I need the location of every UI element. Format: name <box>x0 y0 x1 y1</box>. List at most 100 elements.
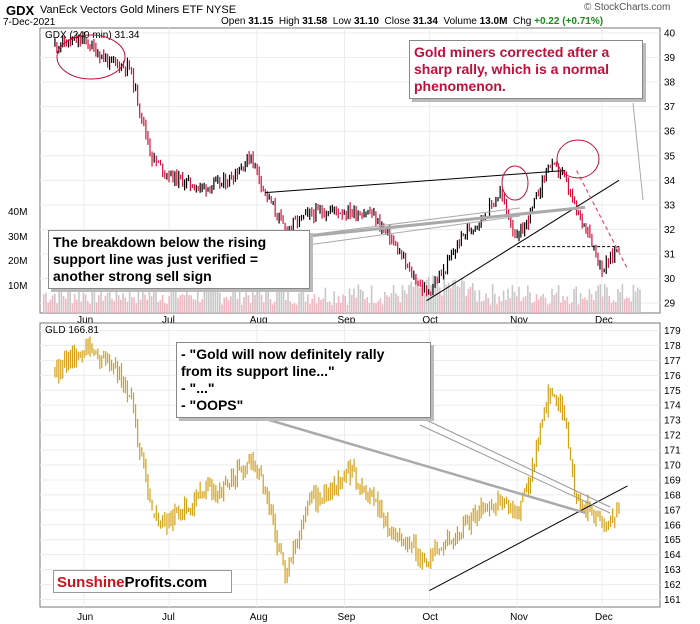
volume-bar <box>280 290 283 313</box>
volume-bar <box>159 300 162 313</box>
volume-bar <box>621 283 624 313</box>
volume-bar <box>309 303 311 313</box>
x-tick-label: Sep <box>337 612 355 623</box>
volume-bar <box>535 294 538 313</box>
volume-bar <box>282 285 285 313</box>
volume-bar <box>82 292 85 313</box>
annotation-line: sharp rally, which is a normal <box>414 61 610 77</box>
volume-bar <box>571 302 573 313</box>
volume-bar <box>368 303 371 313</box>
trend-line-rising-support <box>426 179 620 302</box>
annotation-gold-miners-corrected: Gold miners corrected after a sharp rally… <box>409 40 643 99</box>
volume-bar <box>518 286 520 313</box>
volume-bar <box>210 284 212 313</box>
volume-bar <box>252 283 254 313</box>
volume-bar <box>485 293 487 313</box>
volume-bar <box>377 300 379 313</box>
y-tick-label: 30 <box>664 274 676 285</box>
volume-bar <box>392 285 395 313</box>
x-tick-label: Aug <box>250 315 268 326</box>
volume-bar <box>212 286 214 313</box>
volume-bar <box>489 304 492 313</box>
volume-bar <box>76 299 78 313</box>
volume-bar <box>87 301 89 313</box>
volume-bar <box>555 292 558 313</box>
volume-bar <box>315 303 318 313</box>
y-tick-label: 173 <box>664 416 681 427</box>
y-tick-label: 178 <box>664 341 681 352</box>
volume-bar <box>62 295 65 313</box>
volume-bar <box>538 299 540 313</box>
volume-bar <box>584 297 586 313</box>
ticker-symbol: GDX <box>6 3 35 18</box>
volume-bar <box>434 283 437 313</box>
volume-bar <box>230 296 232 313</box>
callout-pointer <box>632 102 644 201</box>
volume-bar <box>445 284 448 313</box>
y-tick-label: 167 <box>664 505 681 516</box>
volume-bar <box>60 292 63 313</box>
volume-bar <box>144 294 146 313</box>
volume-bar <box>617 289 619 313</box>
volume-bar <box>89 303 91 313</box>
volume-bar <box>232 289 234 313</box>
volume-bar <box>56 303 58 313</box>
volume-bar <box>117 295 120 313</box>
volume-bar <box>80 301 82 313</box>
y-tick-label: 35 <box>664 151 676 162</box>
volume-bar <box>423 281 426 313</box>
volume-bar <box>524 295 527 313</box>
volume-bar <box>566 296 569 313</box>
volume-bar <box>386 295 388 313</box>
annotation-line: - "Gold will now definitely rally <box>181 346 385 362</box>
callout-pointer <box>419 416 611 508</box>
volume-bar <box>454 279 456 313</box>
volume-bar <box>161 295 164 313</box>
panel-title: GLD 166.81 <box>45 325 99 336</box>
volume-bar <box>181 294 184 313</box>
volume-bar <box>599 284 602 313</box>
y-tick-label: 174 <box>664 401 681 412</box>
volume-bar <box>271 304 274 313</box>
volume-bar <box>522 297 525 313</box>
y-tick-label: 32 <box>664 225 676 236</box>
volume-bar <box>450 288 452 313</box>
y-tick-label: 163 <box>664 565 681 576</box>
volume-bar <box>364 299 366 313</box>
volume-bar <box>516 296 518 313</box>
volume-bar <box>102 300 104 313</box>
volume-bar <box>126 301 129 313</box>
trend-line-upper-resistance <box>265 170 566 194</box>
volume-bar <box>120 299 122 313</box>
volume-bar <box>322 298 324 313</box>
volume-bar <box>630 301 632 313</box>
volume-bar <box>557 285 560 313</box>
volume-bar <box>355 297 357 313</box>
volume-bar <box>379 298 382 313</box>
volume-bar <box>612 300 615 313</box>
volume-bar <box>194 299 197 313</box>
open-label: Open <box>221 16 246 27</box>
annotation-gold-oops: - "Gold will now definitely rally from it… <box>176 342 431 418</box>
volume-bar <box>370 285 373 313</box>
volume-bar <box>491 283 494 313</box>
volume-bar <box>595 291 597 313</box>
volume-bar <box>91 284 93 313</box>
volume-label: Volume <box>443 16 477 27</box>
annotation-line: Gold miners corrected after a <box>414 44 610 60</box>
volume-bar <box>390 293 393 313</box>
volume-bar <box>54 293 56 313</box>
y-tick-label: 169 <box>664 475 681 486</box>
x-tick-label: Aug <box>250 612 268 623</box>
volume-bar <box>203 288 206 313</box>
volume-bar <box>142 285 144 313</box>
volume-bar <box>49 299 52 313</box>
chart-date: 7-Dec-2021 <box>3 17 56 28</box>
open-value: 31.15 <box>248 16 274 27</box>
y-tick-label: 172 <box>664 431 681 442</box>
volume-bar <box>157 302 159 313</box>
volume-bar <box>533 301 536 313</box>
x-tick-label: Jul <box>162 315 175 326</box>
volume-bar <box>69 290 71 313</box>
